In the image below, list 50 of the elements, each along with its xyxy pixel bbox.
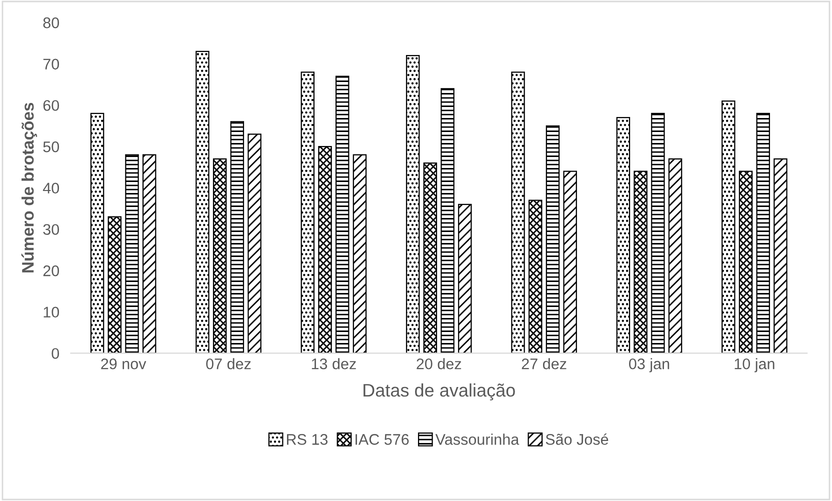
y-tick-label: 40: [42, 182, 60, 194]
bar: [318, 146, 332, 354]
bar: [616, 117, 630, 354]
y-tick-label: 0: [52, 348, 60, 359]
bar: [458, 204, 472, 354]
bar: [774, 158, 788, 354]
bar: [90, 112, 104, 354]
bar: [668, 158, 682, 354]
x-tick-label: 13 dez: [312, 358, 356, 370]
legend-label: RS 13: [287, 434, 328, 445]
y-tick-label: 30: [43, 224, 60, 235]
bar: [212, 158, 227, 354]
x-tick-label: 27 dez: [522, 358, 566, 370]
bar: [440, 88, 454, 354]
x-axis-title: Datas de avaliação: [364, 383, 515, 400]
bar: [108, 216, 122, 354]
x-tick-label: 07 dez: [206, 358, 251, 370]
bar: [300, 72, 315, 354]
bar: [511, 72, 525, 354]
x-tick-label: 10 jan: [734, 358, 774, 372]
bar: [651, 112, 665, 354]
x-tick-label: 29 nov: [101, 358, 146, 370]
y-tick-label: 60: [43, 100, 60, 111]
bar: [142, 154, 156, 354]
y-tick-label: 50: [43, 141, 60, 152]
bar: [230, 121, 244, 354]
bar: [196, 50, 210, 354]
bar: [634, 170, 648, 354]
bar: [528, 200, 542, 354]
legend-label: Vassourinha: [435, 434, 520, 445]
x-tick-label: 20 dez: [416, 358, 462, 370]
y-tick-label: 20: [43, 265, 60, 276]
y-tick-label: 80: [43, 17, 60, 28]
y-axis-title: Número de brotações: [21, 102, 38, 272]
bar: [352, 154, 367, 354]
bar: [248, 134, 262, 354]
bar: [406, 55, 420, 354]
y-tick-label: 70: [43, 58, 60, 70]
legend-label: IAC 576: [356, 434, 409, 445]
bar: [125, 154, 139, 354]
bar: [336, 76, 350, 354]
bar: [546, 125, 560, 354]
legend-label: São José: [546, 433, 608, 445]
x-tick-label: 03 jan: [629, 358, 670, 372]
bar: [423, 162, 438, 354]
bar: [722, 100, 736, 354]
y-tick-label: 10: [44, 306, 60, 318]
bar: [738, 170, 753, 354]
bar: [563, 170, 577, 354]
bar: [756, 112, 770, 354]
